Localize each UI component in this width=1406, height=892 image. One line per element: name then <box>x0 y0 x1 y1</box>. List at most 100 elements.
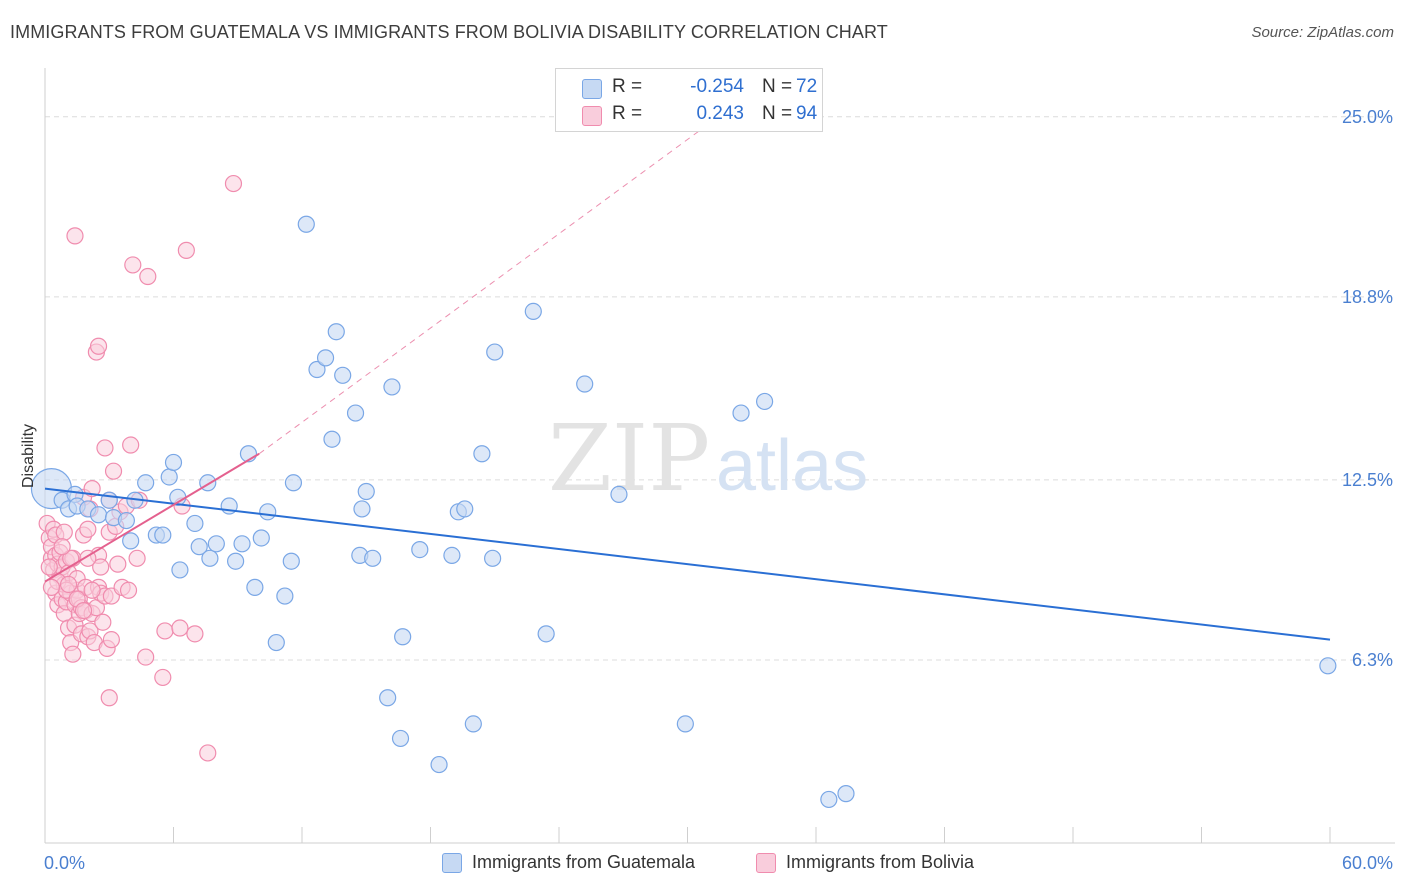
legend-n-value: 72 <box>796 76 818 97</box>
guatemala-point <box>537 625 555 643</box>
legend-n-label: N = <box>762 103 793 124</box>
bolivia-point <box>156 622 174 640</box>
guatemala-point <box>610 485 628 504</box>
guatemala-point <box>837 785 855 803</box>
guatemala-point <box>227 552 245 570</box>
guatemala-point <box>456 500 474 518</box>
stats-legend: R = -0.254 N = 72 R = 0.243 N = 94 <box>555 68 823 132</box>
guatemala-point <box>284 474 303 492</box>
guatemala-point <box>259 503 277 521</box>
guatemala-point <box>267 633 285 652</box>
guatemala-point <box>346 404 365 422</box>
guatemala-point <box>391 729 410 748</box>
guatemala-point <box>122 532 140 550</box>
legend-n-label: N = <box>762 76 793 97</box>
bolivia-point <box>128 549 146 567</box>
bolivia-point <box>154 668 172 687</box>
guatemala-trend-line <box>44 487 1331 641</box>
legend-swatch-pink <box>582 106 602 126</box>
guatemala-point <box>186 514 204 533</box>
guatemala-point <box>464 715 482 733</box>
guatemala-point <box>160 468 178 486</box>
y-tick-label: 12.5% <box>1342 470 1393 490</box>
guatemala-point <box>383 378 401 396</box>
bolivia-point <box>102 631 120 649</box>
trend-lines <box>44 107 1331 641</box>
guatemala-point <box>524 302 542 320</box>
bottom-legend-swatch-blue <box>442 853 462 873</box>
bolivia-point <box>92 558 110 576</box>
watermark: ZIP atlas <box>548 405 868 512</box>
bolivia-point <box>171 619 189 637</box>
guatemala-point <box>233 535 251 553</box>
guatemala-point <box>276 587 294 605</box>
guatemala-point <box>252 529 270 547</box>
bolivia-trend-extension <box>258 107 731 455</box>
guatemala-point <box>486 343 504 361</box>
bolivia-point <box>83 581 101 599</box>
guatemala-point <box>473 445 491 463</box>
guatemala-point <box>89 506 108 524</box>
bolivia-point <box>119 581 138 599</box>
chart-title: IMMIGRANTS FROM GUATEMALA VS IMMIGRANTS … <box>10 22 888 42</box>
bolivia-point <box>66 227 84 245</box>
bolivia-point <box>40 558 58 576</box>
bolivia-points <box>38 174 243 762</box>
guatemala-point <box>164 453 183 472</box>
guatemala-point <box>820 790 838 809</box>
guatemala-point <box>755 392 774 411</box>
legend-r-value: 0.243 <box>696 103 744 124</box>
y-axis-title: Disability <box>20 424 37 488</box>
guatemala-point <box>316 349 335 367</box>
y-tick-label: 18.8% <box>1342 287 1393 307</box>
bolivia-point <box>224 174 243 193</box>
x-tick-label-min: 0.0% <box>44 853 85 873</box>
guatemala-point <box>154 526 172 544</box>
bolivia-point <box>55 523 73 541</box>
bottom-legend-swatch-pink <box>756 853 776 873</box>
guatemala-point <box>364 549 382 567</box>
guatemala-point <box>353 500 371 518</box>
bottom-legend-label: Immigrants from Guatemala <box>472 852 696 872</box>
y-tick-labels: 6.3% 12.5% 18.8% 25.0% <box>1342 107 1393 670</box>
bolivia-point <box>199 744 217 762</box>
guatemala-point <box>334 366 352 384</box>
guatemala-point <box>201 549 219 567</box>
guatemala-point <box>394 628 412 646</box>
guatemala-point <box>117 511 135 530</box>
guatemala-point <box>1319 657 1337 675</box>
bottom-legend-label: Immigrants from Bolivia <box>786 852 975 872</box>
guatemala-point <box>357 482 375 501</box>
bolivia-trend-line <box>44 452 260 583</box>
bolivia-point <box>74 602 93 620</box>
bolivia-point <box>124 256 142 274</box>
watermark-atlas: atlas <box>716 426 868 506</box>
guatemala-point <box>430 755 448 774</box>
guatemala-point <box>297 215 315 233</box>
guatemala-point <box>308 360 326 379</box>
guatemala-point <box>411 541 429 559</box>
guatemala-point <box>732 404 750 422</box>
bolivia-point <box>64 645 82 663</box>
guatemala-point <box>246 578 264 596</box>
legend-r-label: R = <box>612 76 643 97</box>
legend-swatch-blue <box>582 79 602 99</box>
guatemala-points <box>30 215 1337 809</box>
legend-r-value: -0.254 <box>690 76 744 97</box>
x-ticks <box>44 827 1331 843</box>
x-tick-label-max: 60.0% <box>1342 853 1393 873</box>
bolivia-point <box>177 241 195 259</box>
bolivia-point <box>109 555 127 573</box>
y-tick-label: 25.0% <box>1342 107 1393 127</box>
bolivia-point <box>96 439 114 457</box>
bolivia-point <box>59 575 78 594</box>
bolivia-point <box>89 337 108 355</box>
y-tick-label: 6.3% <box>1352 650 1393 670</box>
bolivia-point <box>139 267 157 286</box>
guatemala-point <box>484 549 502 567</box>
bolivia-point <box>104 462 123 480</box>
bolivia-point <box>42 578 61 596</box>
guatemala-point <box>379 689 397 707</box>
bolivia-point <box>79 520 97 538</box>
